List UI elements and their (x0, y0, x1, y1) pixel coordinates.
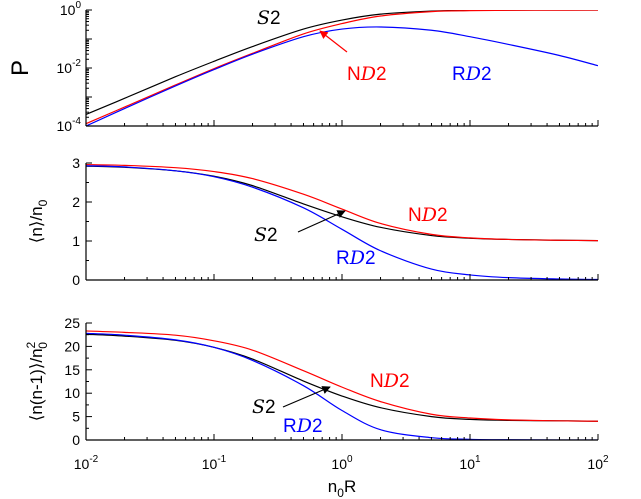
series-line-nd2 (86, 10, 598, 125)
y-tick-label: 0 (72, 272, 80, 288)
y-axis-label: ⟨n(n-1)⟩/n20 (24, 341, 50, 421)
annotation-rd2: RD2 (283, 415, 323, 437)
y-tick-label: 1 (72, 233, 80, 249)
panel-1: 10-4 10-2 100 P S2 ND2 RD2 (7, 0, 599, 134)
annotation-rd2: RD2 (452, 63, 492, 85)
annotation-nd2: ND2 (370, 370, 410, 392)
x-axis-labels: 10-2 10-1 100 101 102 n0R (74, 454, 609, 499)
x-tick-label: 101 (459, 454, 481, 472)
annotation-arrow (319, 30, 348, 53)
series-line-s2 (86, 333, 598, 422)
y-tick-label: 5 (72, 409, 80, 425)
panel-3: 0 5 10 15 20 25 ⟨n(n-1)⟩/n20 S2 ND2 RD2 (24, 315, 599, 448)
y-tick-label: 100 (60, 0, 82, 18)
annotation-rd2: RD2 (336, 247, 376, 269)
y-axis-label: P (7, 60, 34, 76)
x-tick-label: 102 (587, 454, 609, 472)
panel-2: 0 1 2 3 ⟨n⟩/n0 S2 ND2 RD2 (27, 155, 599, 288)
annotation-nd2: ND2 (408, 204, 448, 226)
series-line-nd2 (86, 330, 598, 422)
y-tick-label: 2 (72, 194, 80, 210)
annotation-s2: S2 (257, 7, 281, 29)
y-axis-label: ⟨n⟩/n0 (27, 199, 50, 243)
annotation-arrow (282, 386, 331, 408)
annotation-s2: S2 (252, 396, 276, 418)
y-tick-label: 10 (64, 385, 80, 401)
y-tick-label: 15 (64, 362, 80, 378)
y-tick-label: 25 (64, 315, 80, 331)
annotation-arrow (297, 210, 346, 233)
series-line-nd2 (86, 163, 598, 242)
series-line-rd2 (86, 26, 598, 126)
x-axis-label: n0R (328, 477, 356, 499)
series-line-s2 (86, 10, 598, 116)
y-tick-label: 20 (64, 338, 80, 354)
y-tick-label: 3 (72, 155, 80, 171)
y-tick-label: 10-4 (57, 116, 82, 134)
x-tick-label: 10-2 (74, 454, 99, 472)
annotation-nd2: ND2 (347, 63, 387, 85)
y-tick-label: 10-2 (57, 58, 82, 76)
x-tick-label: 10-1 (202, 454, 227, 472)
annotation-s2: S2 (254, 224, 278, 246)
y-tick-label: 0 (72, 432, 80, 448)
x-tick-label: 100 (331, 454, 353, 472)
